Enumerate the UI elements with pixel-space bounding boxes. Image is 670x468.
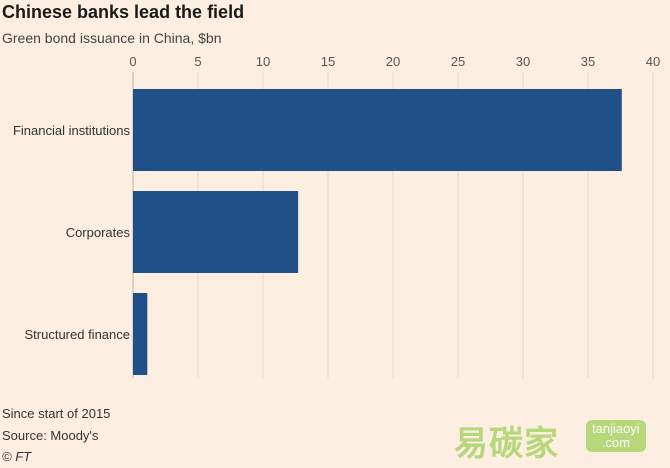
watermark-logo: 易碳家 tanjiaoyi .com [452, 412, 666, 464]
bar-corporates [133, 191, 299, 273]
bar-financial-institutions [133, 89, 622, 171]
watermark-badge-line1: tanjiaoyi [592, 421, 640, 436]
footer-note: Since start of 2015 [2, 406, 111, 421]
watermark-badge: tanjiaoyi .com [586, 420, 646, 452]
x-tick-label-15: 15 [321, 54, 335, 69]
footer-source: Source: Moody's [2, 428, 99, 443]
watermark-badge-line2: .com [601, 435, 630, 450]
category-label-structured-finance: Structured finance [24, 327, 130, 342]
chart-title: Chinese banks lead the field [2, 2, 245, 22]
footer-credit: © FT [2, 449, 32, 464]
category-label-corporates: Corporates [66, 225, 131, 240]
x-tick-label-10: 10 [256, 54, 270, 69]
chart-subtitle: Green bond issuance in China, $bn [2, 30, 222, 46]
x-tick-label-40: 40 [646, 54, 660, 69]
x-tick-label-30: 30 [516, 54, 530, 69]
x-tick-label-35: 35 [581, 54, 595, 69]
bar-structured-finance [133, 293, 148, 375]
x-tick-label-25: 25 [451, 54, 465, 69]
category-label-financial-institutions: Financial institutions [13, 123, 131, 138]
x-tick-label-0: 0 [129, 54, 136, 69]
x-tick-label-5: 5 [194, 54, 201, 69]
bar-chart: 0 5 10 15 20 25 30 35 40 Financial institutions Co… [13, 54, 660, 378]
x-tick-label-20: 20 [386, 54, 400, 69]
watermark-chinese-text: 易碳家 [454, 424, 559, 464]
